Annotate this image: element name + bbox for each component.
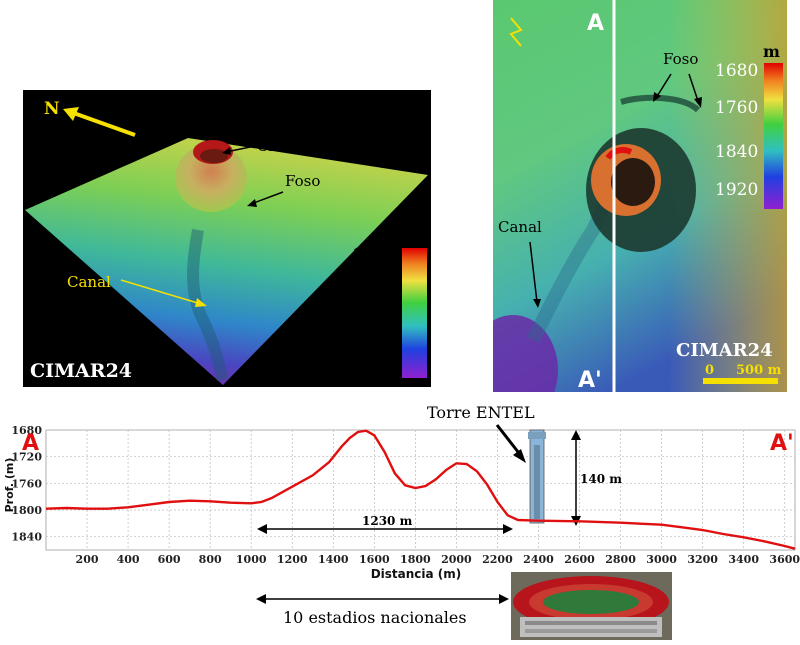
x-tick-label: 3200 <box>687 553 718 566</box>
right-channel-label: Canal <box>498 218 542 236</box>
x-tick-label: 200 <box>76 553 99 566</box>
x-tick-label: 400 <box>117 553 140 566</box>
right-map-graphic: A A' Foso Canal m 1680 1760 1840 1920 CI… <box>468 0 787 425</box>
north-label: N <box>44 99 60 119</box>
channel-label: Canal <box>67 273 111 291</box>
left-3d-panel: N Cráter Foso Canal m 1680 1760 1840 192… <box>23 90 431 387</box>
x-tick-label: 2800 <box>605 553 636 566</box>
profile-end-marker: A' <box>578 368 602 392</box>
x-tick-label: 800 <box>199 553 222 566</box>
crater-label: Cráter <box>257 137 307 155</box>
x-axis-label: Distancia (m) <box>371 567 462 581</box>
x-tick-label: 3600 <box>769 553 800 566</box>
y-tick-label: 1760 <box>11 477 42 490</box>
right-map-panel: A A' Foso Canal m 1680 1760 1840 1920 CI… <box>468 0 787 425</box>
tower-label: Torre ENTEL <box>427 403 535 422</box>
y-tick-label: 1680 <box>11 424 42 437</box>
depth-profile-line <box>45 429 796 550</box>
legend-tick: 1840 <box>352 318 395 338</box>
x-tick-label: 2400 <box>523 553 554 566</box>
x-tick-label: 600 <box>158 553 181 566</box>
x-tick-label: 1200 <box>277 553 308 566</box>
stadium-label: 10 estadios nacionales <box>283 608 467 627</box>
right-depth-legend-bar <box>764 63 783 209</box>
right-moat-rim <box>620 94 701 113</box>
terrain-surface <box>25 138 428 385</box>
chart-frame <box>45 429 796 551</box>
legend-unit: m <box>407 227 424 246</box>
y-tick-label: 1840 <box>11 531 42 544</box>
x-tick-label: 3000 <box>646 553 677 566</box>
x-tick-label: 1600 <box>359 553 390 566</box>
right-brand-label: CIMAR24 <box>676 340 773 361</box>
legend-tick: 1760 <box>352 282 395 302</box>
right-moat-label: Foso <box>663 50 698 68</box>
x-tick-label: 1400 <box>318 553 349 566</box>
moat-width-label: 1230 m <box>362 514 413 528</box>
right-crater <box>611 158 655 206</box>
right-legend-tick: 1840 <box>715 142 758 162</box>
x-tick-label: 2000 <box>441 553 472 566</box>
chart-grid <box>45 429 796 551</box>
tower-height-label: 140 m <box>580 472 622 486</box>
right-legend-tick: 1920 <box>715 180 758 200</box>
depth-legend-bar <box>402 248 427 378</box>
stadium-image <box>511 572 672 640</box>
profile-chart: Prof. (m) 200 400 600 800 1000 1200 1400 1600 18… <box>3 403 800 640</box>
y-axis-label: Prof. (m) <box>3 458 16 513</box>
legend-tick: 1920 <box>352 355 395 375</box>
x-tick-label: 1800 <box>400 553 431 566</box>
north-arrow <box>67 109 136 137</box>
scale-length-label: 500 m <box>736 363 782 378</box>
channel-depression <box>187 229 229 382</box>
x-tick-label: 3400 <box>728 553 759 566</box>
profile-start-marker: A <box>587 11 604 36</box>
y-tick-label: 1800 <box>11 504 42 517</box>
moat-label: Foso <box>285 172 320 190</box>
scale-zero-label: 0 <box>705 363 714 378</box>
x-tick-label: 1000 <box>236 553 267 566</box>
x-tick-label: 2600 <box>564 553 595 566</box>
north-glyph-icon <box>509 17 523 47</box>
right-legend-tick: 1760 <box>715 98 758 118</box>
y-tick-label: 1720 <box>11 451 42 464</box>
chart-ticks: 200 400 600 800 1000 1200 1400 1600 1800 2000 2200… <box>11 424 800 566</box>
right-legend-tick: 1680 <box>715 61 758 81</box>
chart-end-marker: A' <box>770 431 794 456</box>
volcano-cone <box>175 144 247 212</box>
chart-start-marker: A <box>22 431 39 456</box>
left-terrain-graphic: N Cráter Foso Canal m 1680 1760 1840 192… <box>25 99 428 385</box>
left-brand-label: CIMAR24 <box>30 360 132 382</box>
right-legend-unit: m <box>763 42 780 61</box>
legend-tick: 1680 <box>352 245 395 265</box>
scale-bar <box>703 378 778 384</box>
x-tick-label: 2200 <box>482 553 513 566</box>
